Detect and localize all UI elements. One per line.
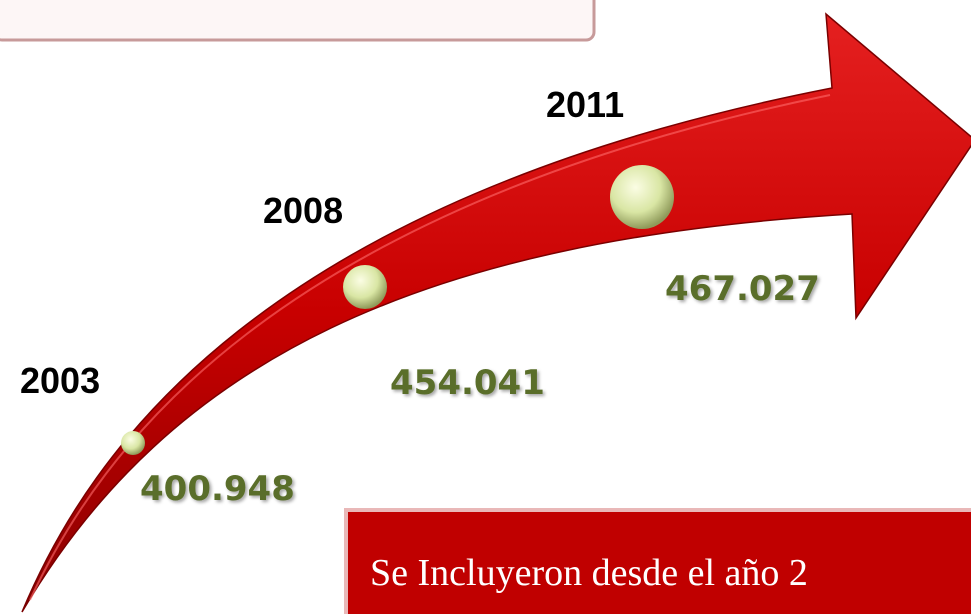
value-label: 454.041 (390, 363, 545, 403)
header-box (0, 0, 594, 40)
year-label: 2008 (263, 190, 343, 231)
year-label: 2011 (546, 84, 624, 125)
milestone-dot (610, 165, 674, 229)
note-text: Se Incluyeron desde el año 2 (370, 552, 808, 594)
slide: 2003 2008 2011 400.948 454.041 467.027 S… (0, 0, 971, 614)
value-label: 467.027 (665, 269, 820, 309)
page: 2003 2008 2011 400.948 454.041 467.027 S… (0, 0, 971, 614)
milestone-dot (121, 431, 145, 455)
milestone-dot (343, 265, 387, 309)
year-label: 2003 (20, 360, 100, 401)
value-label: 400.948 (140, 469, 295, 509)
